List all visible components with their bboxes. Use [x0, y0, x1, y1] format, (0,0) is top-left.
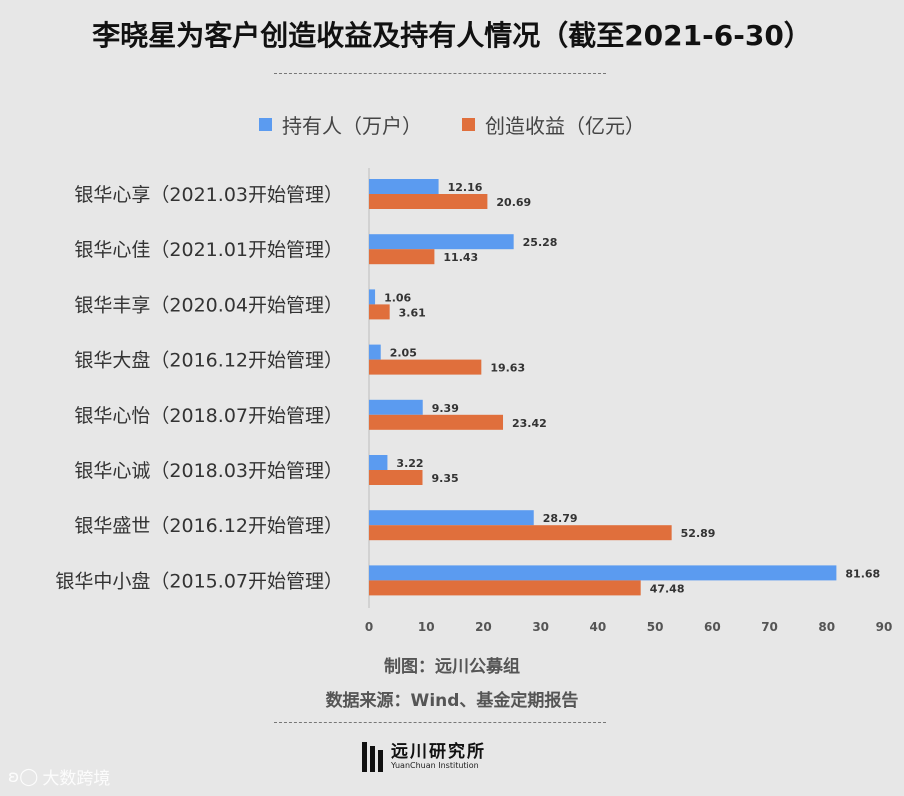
legend-swatch-returns: [462, 118, 475, 131]
data-label-holders: 81.68: [845, 567, 880, 580]
bar-returns: [369, 580, 641, 596]
category-label: 银华中小盘（2015.07开始管理）: [55, 570, 343, 592]
data-label-returns: 20.69: [496, 196, 531, 209]
data-label-returns: 23.42: [512, 417, 547, 430]
x-tick-label: 60: [704, 620, 721, 634]
legend-item-holders: 持有人（万户）: [259, 110, 422, 139]
x-tick-label: 10: [418, 620, 435, 634]
legend-swatch-holders: [259, 118, 272, 131]
data-label-returns: 11.43: [443, 251, 478, 264]
bar-returns: [369, 304, 390, 320]
data-label-holders: 28.79: [543, 512, 578, 525]
logo-subtitle: YuanChuan Institution: [391, 761, 479, 770]
chart-maker: 制图：远川公募组: [384, 657, 520, 677]
bar-holders: [369, 344, 381, 360]
data-label-holders: 9.39: [432, 402, 459, 415]
chart-title: 李晓星为客户创造收益及持有人情况（截至2021-6-30）: [92, 19, 812, 52]
bar-holders: [369, 565, 837, 581]
bar-holders: [369, 289, 376, 305]
bar-holders: [369, 510, 534, 526]
logo-name: 远川研究所: [391, 742, 486, 762]
bar-returns: [369, 194, 488, 209]
institution-logo: 远川研究所 YuanChuan Institution: [362, 742, 486, 772]
legend-label-returns: 创造收益（亿元）: [485, 114, 645, 138]
x-tick-label: 40: [590, 620, 607, 634]
legend-item-returns: 创造收益（亿元）: [462, 110, 645, 139]
category-label: 银华心诚（2018.03开始管理）: [74, 460, 343, 482]
data-label-holders: 12.16: [448, 181, 483, 194]
bar-returns: [369, 525, 672, 541]
data-label-holders: 3.22: [396, 457, 423, 470]
category-label: 银华心佳（2021.01开始管理）: [74, 239, 343, 261]
x-tick-label: 70: [761, 620, 778, 634]
x-tick-label: 90: [876, 620, 893, 634]
category-label: 银华盛世（2016.12开始管理）: [74, 515, 343, 537]
data-label-holders: 1.06: [384, 291, 411, 304]
data-label-returns: 9.35: [432, 472, 459, 485]
legend-label-holders: 持有人（万户）: [282, 114, 422, 138]
data-source: 数据来源：Wind、基金定期报告: [325, 691, 579, 711]
data-label-returns: 47.48: [650, 582, 685, 595]
bar-holders: [369, 455, 388, 470]
x-tick-label: 20: [475, 620, 492, 634]
x-tick-label: 30: [532, 620, 549, 634]
category-label: 银华心享（2021.03开始管理）: [74, 184, 343, 206]
bar-returns: [369, 414, 504, 430]
bottom-divider: [274, 722, 606, 723]
category-label: 银华丰享（2020.04开始管理）: [74, 294, 343, 316]
bar-holders: [369, 179, 439, 194]
x-tick-label: 80: [818, 620, 835, 634]
bar-holders: [369, 234, 514, 250]
bar-returns: [369, 470, 423, 485]
bar-holders: [369, 399, 423, 415]
x-tick-label: 50: [647, 620, 664, 634]
top-divider: [274, 73, 606, 74]
bar-returns: [369, 249, 435, 265]
logo-bars-icon: [362, 742, 383, 772]
data-label-holders: 2.05: [390, 347, 417, 360]
category-label: 银华大盘（2016.12开始管理）: [74, 350, 343, 372]
bar-chart: 银华心享（2021.03开始管理） 12.16 20.69 银华心佳（2021.01开…: [55, 168, 893, 634]
data-label-holders: 25.28: [523, 236, 558, 249]
data-label-returns: 52.89: [681, 527, 716, 540]
chart-legend: 持有人（万户） 创造收益（亿元）: [0, 110, 904, 139]
watermark-icon: ʚ◯: [8, 766, 39, 787]
category-label: 银华心怡（2018.07开始管理）: [74, 405, 343, 427]
data-label-returns: 19.63: [490, 362, 525, 375]
watermark: ʚ◯ 大数跨境: [8, 764, 111, 790]
bar-returns: [369, 359, 482, 375]
x-tick-label: 0: [365, 620, 373, 634]
watermark-text: 大数跨境: [42, 769, 111, 789]
data-label-returns: 3.61: [399, 306, 426, 319]
